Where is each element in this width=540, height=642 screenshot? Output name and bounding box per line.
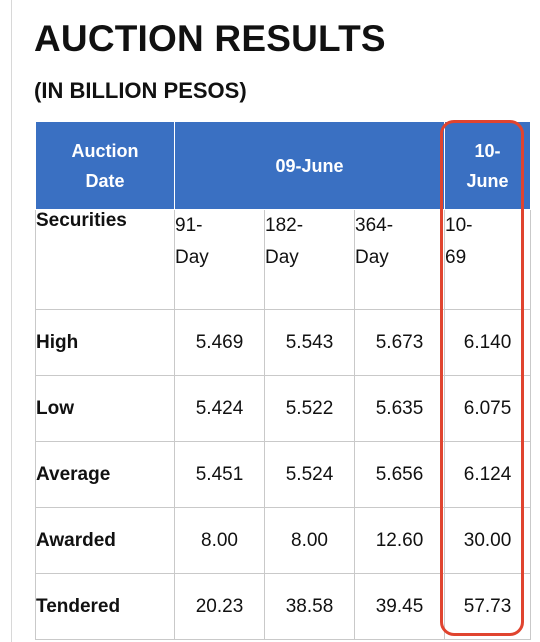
row-label: Average	[35, 441, 175, 508]
page-subtitle: (IN BILLION PESOS)	[34, 78, 247, 103]
table-cell: 5.673	[353, 309, 446, 376]
table-row: Low 5.424 5.522 5.635 6.075	[35, 375, 532, 442]
header-10-june: 10-June	[444, 121, 532, 210]
table-cell: 5.424	[174, 375, 265, 442]
table-cell: 5.656	[353, 441, 446, 508]
securities-row: Securities 91-Day 182-Day 364-Day 10-69	[35, 209, 532, 310]
table-cell: 6.075	[444, 375, 532, 442]
table-row: Tendered 20.23 38.58 39.45 57.73	[35, 573, 532, 640]
table-cell: 10-69	[444, 209, 532, 310]
row-label: Tendered	[35, 573, 175, 640]
table-row: Average 5.451 5.524 5.656 6.124	[35, 441, 532, 508]
row-label: High	[35, 309, 175, 376]
table-cell: 12.60	[353, 507, 446, 574]
table-cell: 182-Day	[264, 209, 355, 310]
table-cell: 57.73	[444, 573, 532, 640]
row-label: Low	[35, 375, 175, 442]
row-label: Awarded	[35, 507, 175, 574]
security-term: 364-Day	[355, 215, 394, 268]
table-cell: 30.00	[444, 507, 532, 574]
table-cell: 8.00	[174, 507, 265, 574]
table-cell: 5.635	[353, 375, 446, 442]
table-cell: 5.451	[174, 441, 265, 508]
security-term: 91-Day	[175, 215, 209, 268]
table-row: Awarded 8.00 8.00 12.60 30.00	[35, 507, 532, 574]
page-title: AUCTION RESULTS	[34, 18, 386, 59]
table-cell: 6.124	[444, 441, 532, 508]
table-cell: 20.23	[174, 573, 265, 640]
row-label: Securities	[35, 209, 175, 310]
security-term: 182-Day	[265, 215, 304, 268]
table-row: High 5.469 5.543 5.673 6.140	[35, 309, 532, 376]
security-term: 10-69	[445, 215, 473, 268]
header-09-june: 09-June	[173, 121, 446, 210]
table-cell: 5.469	[174, 309, 265, 376]
auction-results-table: Auction Date 09-June 10-June Securities …	[35, 121, 532, 640]
table-cell: 5.524	[264, 441, 355, 508]
table-cell: 8.00	[264, 507, 355, 574]
table-cell: 5.543	[264, 309, 355, 376]
table-header-row: Auction Date 09-June 10-June	[35, 121, 532, 210]
left-divider	[11, 0, 12, 642]
table-cell: 91-Day	[174, 209, 265, 310]
header-auction-date-label: Auction Date	[71, 140, 139, 191]
header-10-june-label: 10-June	[466, 140, 509, 191]
table-cell: 6.140	[444, 309, 532, 376]
table-cell: 364-Day	[353, 209, 446, 310]
table-cell: 5.522	[264, 375, 355, 442]
table-cell: 38.58	[264, 573, 355, 640]
table-cell: 39.45	[353, 573, 446, 640]
header-auction-date: Auction Date	[35, 121, 175, 210]
